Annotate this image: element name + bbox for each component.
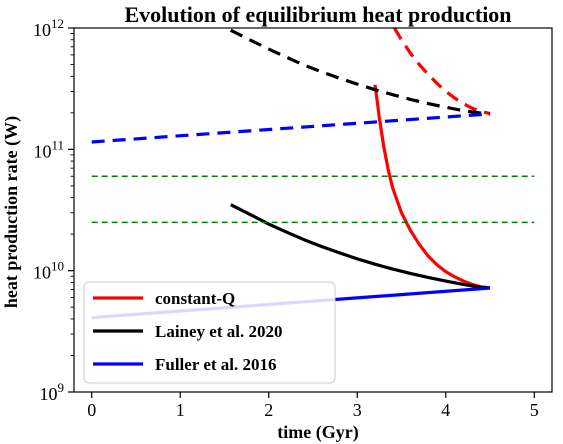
- series-line-constant-q: [373, 84, 491, 290]
- x-tick-label: 1: [176, 400, 185, 420]
- dashed-line-3: [91, 112, 491, 144]
- x-axis: 0 1 2 3 4 5: [87, 392, 539, 420]
- series-layer: [91, 27, 535, 320]
- legend: constant-Q Lainey et al. 2020 Fuller et al…: [83, 281, 336, 384]
- series-line-lainey-et-al-2020: [229, 203, 491, 290]
- y-tick-label: 109: [40, 380, 65, 404]
- chart-title: Evolution of equilibrium heat production: [124, 2, 511, 27]
- dashed-line-1: [393, 27, 491, 116]
- dashed-line-2: [229, 28, 491, 116]
- x-tick-label: 5: [530, 400, 539, 420]
- x-tick-label: 2: [264, 400, 273, 420]
- legend-label-lainey-et-al-2020: Lainey et al. 2020: [155, 322, 283, 341]
- y-tick-label: 1010: [33, 259, 64, 283]
- x-tick-label: 3: [353, 400, 362, 420]
- x-tick-label: 4: [441, 400, 450, 420]
- y-axis: 109 1010 1011 1012: [33, 16, 74, 404]
- legend-box: [83, 281, 336, 384]
- legend-label-fuller-et-al-2016: Fuller et al. 2016: [155, 355, 277, 374]
- x-tick-label: 0: [87, 400, 96, 420]
- legend-label-constant-q: constant-Q: [155, 289, 235, 308]
- plot-frame: [73, 27, 553, 393]
- y-tick-label: 1012: [33, 16, 64, 40]
- y-axis-label: heat production rate (W): [1, 116, 22, 308]
- y-tick-label: 1011: [33, 137, 64, 161]
- x-axis-label: time (Gyr): [277, 422, 358, 443]
